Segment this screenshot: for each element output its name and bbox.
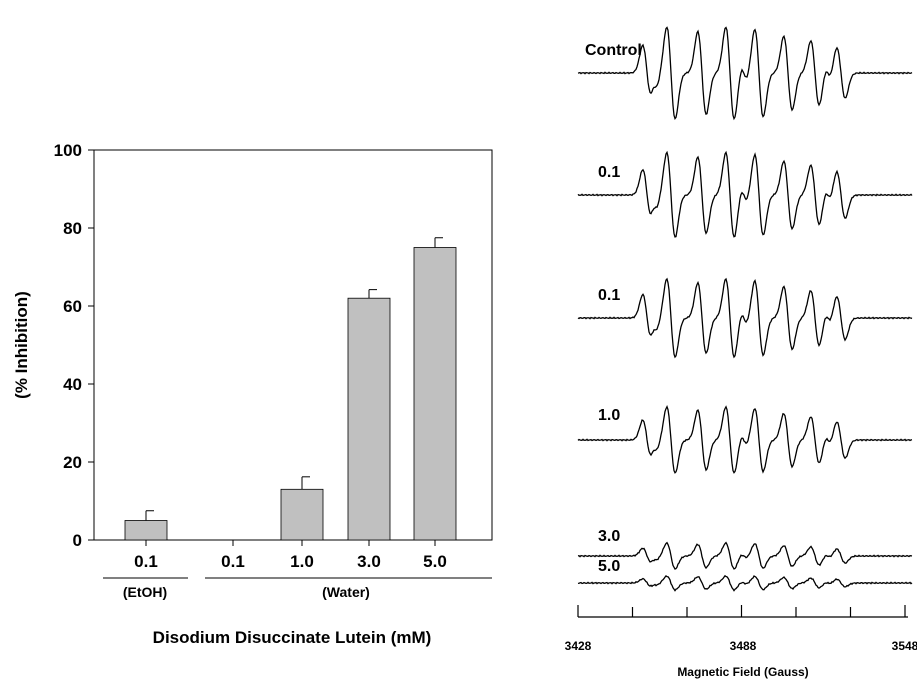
x-axis-label: Disodium Disuccinate Lutein (mM) xyxy=(153,628,432,647)
bar xyxy=(347,297,391,541)
field-axis-ticks xyxy=(577,605,906,617)
esr-spectra: Control 0.1 0.1 1.0 3.0 5.0 3428 3488 3548 Ma… xyxy=(565,26,917,679)
bar-chart: 0 20 40 60 80 100 0.1 0.1 1.0 3.0 5.0 (EtOH) (Wat… xyxy=(12,141,493,647)
field-tick-label-3488: 3488 xyxy=(730,639,757,653)
x-tick-label: 5.0 xyxy=(423,552,447,571)
y-tick-label: 40 xyxy=(63,375,82,394)
x-tick-labels: 0.1 0.1 1.0 3.0 5.0 xyxy=(134,552,447,571)
y-tick-label: 60 xyxy=(63,297,82,316)
esr-trace xyxy=(577,405,913,474)
esr-trace xyxy=(577,541,913,570)
esr-trace-label: 3.0 xyxy=(598,528,620,545)
y-tick-label: 20 xyxy=(63,453,82,472)
esr-trace-label: 0.1 xyxy=(598,164,620,181)
esr-trace xyxy=(577,277,913,359)
y-axis-label: (% Inhibition) xyxy=(12,291,31,399)
bar xyxy=(413,247,457,541)
esr-trace-label: 5.0 xyxy=(598,558,620,575)
esr-trace-labels: Control 0.1 0.1 1.0 3.0 5.0 xyxy=(585,42,642,575)
field-tick-label-3428: 3428 xyxy=(565,639,592,653)
field-tick-label-3548: 3548 xyxy=(892,639,917,653)
esr-traces xyxy=(577,26,913,592)
x-tick-label: 0.1 xyxy=(221,552,245,571)
esr-trace xyxy=(577,26,913,121)
esr-trace-label: 0.1 xyxy=(598,287,620,304)
bar xyxy=(280,488,324,541)
bar xyxy=(124,520,168,541)
esr-trace xyxy=(577,150,913,238)
group-label-water: (Water) xyxy=(322,584,370,600)
x-tick-label: 3.0 xyxy=(357,552,381,571)
group-label-etoh: (EtOH) xyxy=(123,584,167,600)
y-tick-label: 80 xyxy=(63,219,82,238)
y-tick-label: 100 xyxy=(54,141,82,160)
field-axis-label: Magnetic Field (Gauss) xyxy=(677,665,808,679)
x-tick-label: 0.1 xyxy=(134,552,158,571)
y-axis-ticks: 0 20 40 60 80 100 xyxy=(54,141,94,550)
esr-trace xyxy=(577,574,913,592)
x-tick-label: 1.0 xyxy=(290,552,314,571)
bars xyxy=(124,237,457,546)
y-tick-label: 0 xyxy=(73,531,82,550)
esr-trace-label: 1.0 xyxy=(598,407,620,424)
esr-trace-label: Control xyxy=(585,42,642,59)
